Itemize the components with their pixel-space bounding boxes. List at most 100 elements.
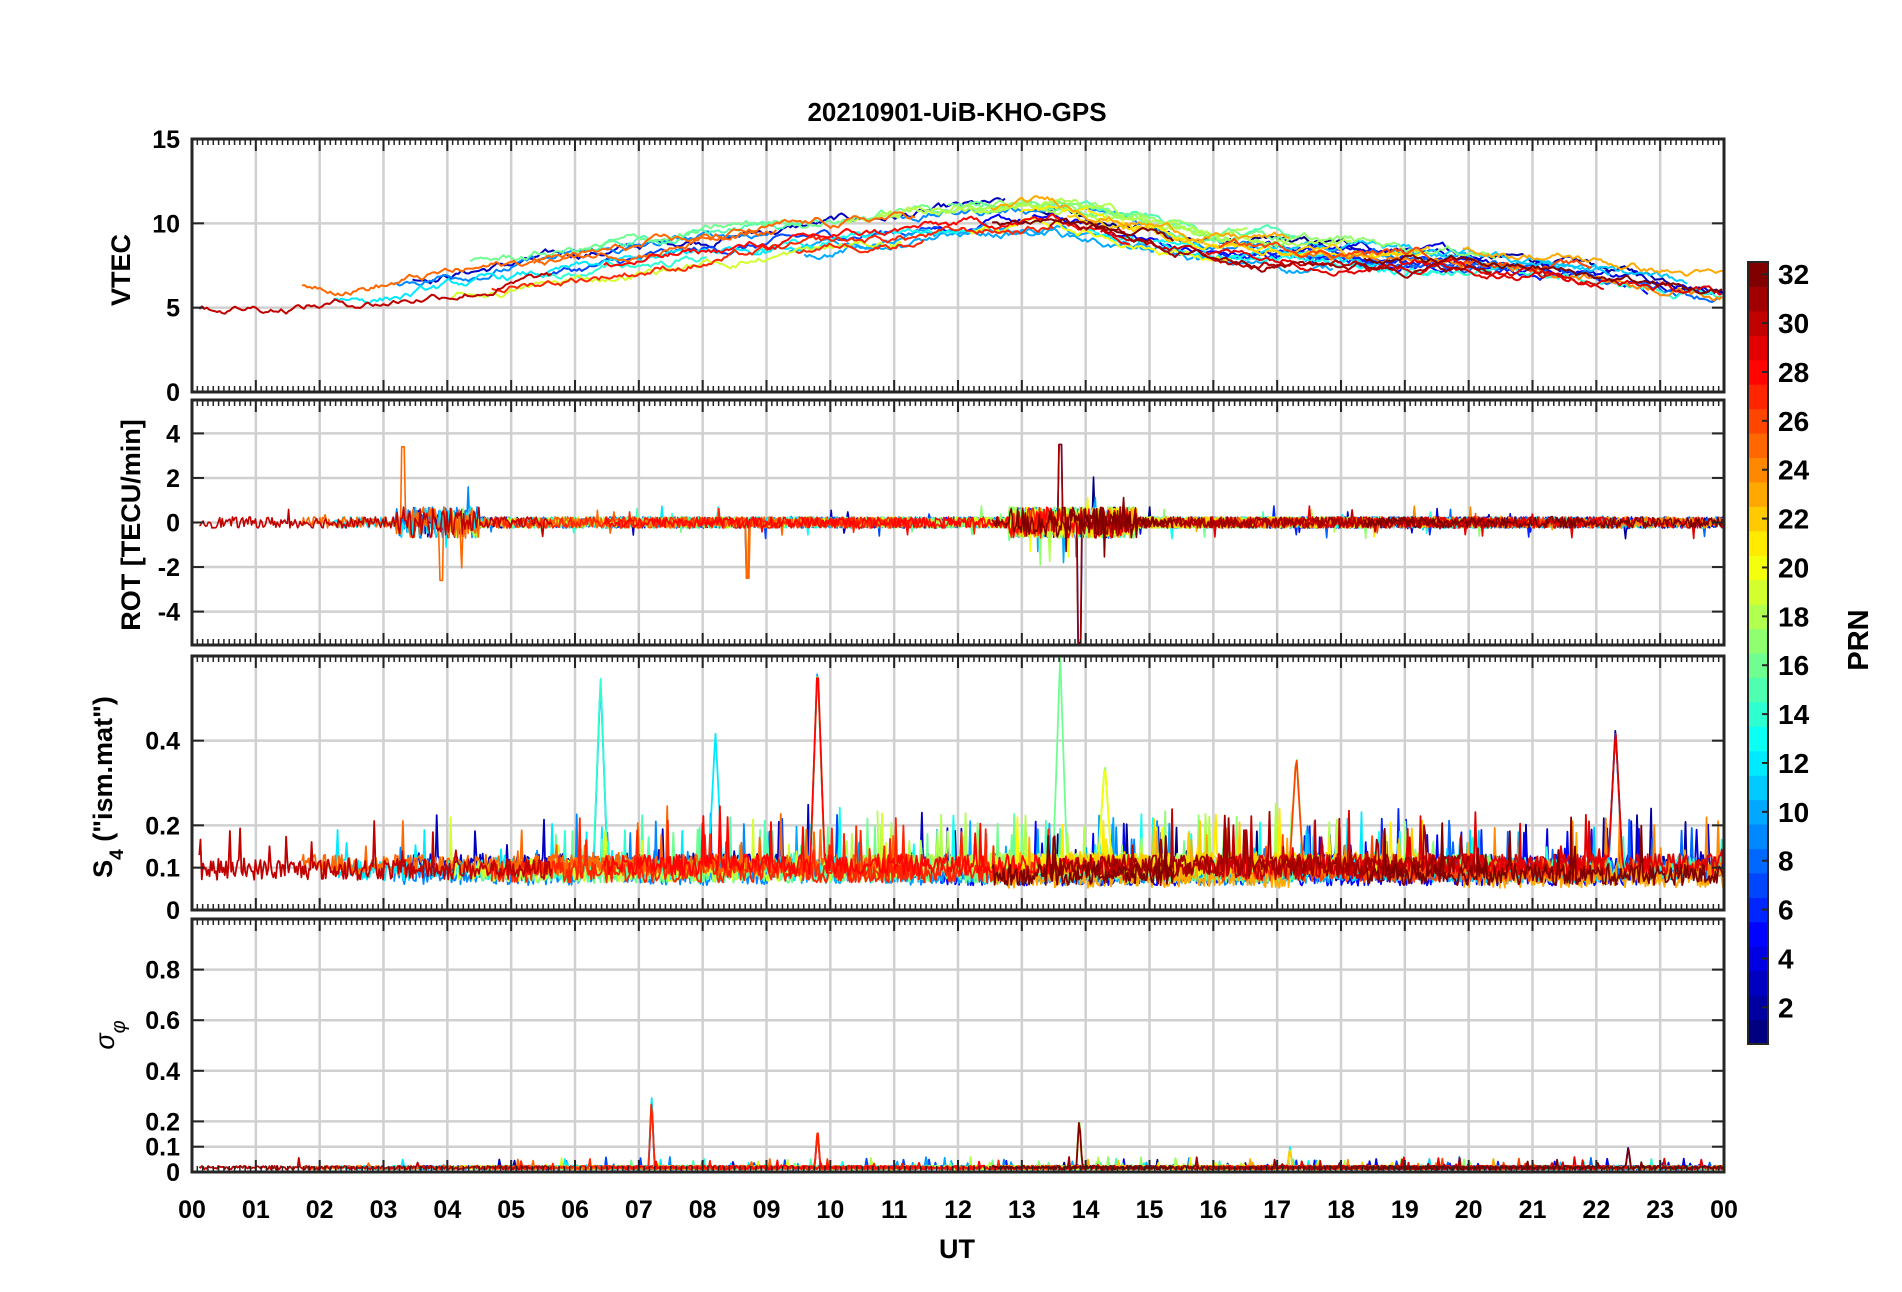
x-tick-label: 13 bbox=[1008, 1196, 1036, 1224]
panel-frame bbox=[190, 917, 1726, 1174]
x-tick-label: 00 bbox=[1710, 1196, 1738, 1224]
colorbar-band bbox=[1748, 335, 1768, 361]
colorbar-band bbox=[1748, 457, 1768, 483]
x-tick-label: 00 bbox=[178, 1196, 206, 1224]
vtec-trace-prn-30 bbox=[198, 272, 553, 315]
vtec-panel: 0 5 10 15 VTEC bbox=[106, 126, 1726, 407]
vtec-trace-prn-10 bbox=[803, 225, 1155, 261]
vtec-trace-prn-27 bbox=[491, 225, 1055, 294]
vtec-trace-prn-25 bbox=[532, 229, 777, 264]
colorbar-band bbox=[1748, 481, 1768, 507]
y-tick-label: 15 bbox=[152, 126, 180, 154]
y-tick-label: 5 bbox=[166, 295, 180, 323]
x-tick-label: 11 bbox=[881, 1196, 908, 1224]
rot-trace-prn-32 bbox=[991, 496, 1174, 558]
colorbar-band bbox=[1748, 872, 1768, 898]
y-tick-label: 0 bbox=[166, 510, 180, 538]
y-tick-label: 0.6 bbox=[145, 1007, 180, 1035]
colorbar-tick-label: 6 bbox=[1778, 895, 1794, 926]
y-tick-label: 0 bbox=[166, 1159, 180, 1187]
vtec-trace-prn-2 bbox=[1462, 253, 1725, 295]
vtec-trace-prn-27 bbox=[795, 239, 925, 254]
colorbar-band bbox=[1748, 506, 1768, 532]
vtec-ylabel: VTEC bbox=[106, 234, 136, 306]
y-tick-label: -4 bbox=[158, 599, 180, 627]
colorbar-band bbox=[1748, 775, 1768, 801]
sigma-phi-trace-prn-30 bbox=[198, 1157, 553, 1171]
vtec-traces bbox=[198, 195, 1725, 315]
colorbar-bands bbox=[1748, 262, 1768, 1045]
colorbar-band bbox=[1748, 1019, 1768, 1045]
s4-trace-prn-32 bbox=[1364, 816, 1724, 886]
x-tick-label: 03 bbox=[370, 1196, 398, 1224]
colorbar-tick-label: 22 bbox=[1778, 504, 1809, 535]
rot-ylabel: ROT [TECU/min] bbox=[116, 419, 146, 630]
colorbar-band bbox=[1748, 677, 1768, 703]
x-tick-label: 22 bbox=[1582, 1196, 1610, 1224]
vtec-trace-prn-32 bbox=[1363, 254, 1723, 295]
x-tick-label: 07 bbox=[625, 1196, 653, 1224]
colorbar-tick-label: 14 bbox=[1778, 699, 1810, 730]
vtec-trace-prn-31 bbox=[1049, 219, 1492, 279]
figure-title: 20210901-UiB-KHO-GPS bbox=[807, 97, 1106, 127]
y-tick-label: 10 bbox=[152, 210, 180, 238]
colorbar-band bbox=[1748, 995, 1768, 1021]
sigma-phi-axes: 00.10.2 0.4 0.6 0.8 bbox=[145, 917, 1726, 1187]
x-tick-label: 21 bbox=[1519, 1196, 1547, 1224]
x-tick-label: 08 bbox=[689, 1196, 717, 1224]
colorbar-tick-label: 16 bbox=[1778, 650, 1809, 681]
colorbar-band bbox=[1748, 555, 1768, 581]
colorbar-tick-label: 20 bbox=[1778, 552, 1809, 583]
colorbar-band bbox=[1748, 530, 1768, 556]
colorbar-band bbox=[1748, 897, 1768, 923]
y-tick-label: 0.4 bbox=[145, 1058, 180, 1086]
colorbar-band bbox=[1748, 579, 1768, 605]
colorbar-tick-label: 24 bbox=[1778, 455, 1810, 486]
x-tick-label: 06 bbox=[561, 1196, 589, 1224]
s4-trace-prn-32 bbox=[991, 835, 1175, 887]
colorbar-band bbox=[1748, 701, 1768, 727]
rot-traces bbox=[199, 443, 1725, 644]
vtec-trace-prn-26 bbox=[1218, 237, 1593, 273]
colorbar-band bbox=[1748, 799, 1768, 825]
s4-trace-prn-30 bbox=[198, 820, 553, 881]
colorbar-band bbox=[1748, 824, 1768, 849]
colorbar-band bbox=[1748, 726, 1768, 752]
vtec-trace-prn-20 bbox=[969, 216, 1231, 262]
colorbar-band bbox=[1748, 653, 1768, 678]
s4-traces bbox=[198, 657, 1725, 889]
y-tick-label: 0.2 bbox=[145, 812, 180, 840]
rot-axes: -4 -2 0 2 4 bbox=[158, 398, 1726, 647]
vtec-trace-prn-32 bbox=[991, 217, 1175, 242]
s4-trace-prn-29 bbox=[1205, 733, 1724, 876]
x-axis-label: UT bbox=[939, 1234, 975, 1264]
colorbar-frame bbox=[1747, 261, 1769, 1045]
colorbar-tick-label: 30 bbox=[1778, 308, 1809, 339]
vtec-trace-prn-15 bbox=[585, 218, 820, 252]
panel-frame bbox=[190, 398, 1726, 647]
colorbar-band bbox=[1748, 604, 1768, 630]
vtec-trace-prn-23 bbox=[990, 195, 1290, 243]
rot-panel: -4 -2 0 2 4 ROT [TECU/min] bbox=[116, 398, 1726, 647]
rot-trace-prn-32 bbox=[1363, 515, 1724, 529]
colorbar-band bbox=[1748, 433, 1768, 458]
vtec-trace-prn-18 bbox=[877, 197, 1248, 238]
x-tick-label: 05 bbox=[497, 1196, 525, 1224]
colorbar-band bbox=[1748, 848, 1768, 874]
colorbar-band bbox=[1748, 359, 1768, 385]
colorbar-tick-label: 2 bbox=[1778, 992, 1794, 1023]
y-tick-label: 0 bbox=[166, 379, 180, 407]
x-tick-label: 20 bbox=[1455, 1196, 1483, 1224]
colorbar-tick-label: 18 bbox=[1778, 601, 1809, 632]
colorbar-tick-label: 12 bbox=[1778, 748, 1809, 779]
x-tick-label: 17 bbox=[1263, 1196, 1291, 1224]
x-tick-label: 14 bbox=[1072, 1196, 1100, 1224]
y-tick-label: 0.8 bbox=[145, 957, 180, 985]
vtec-axes: 0 5 10 15 bbox=[152, 126, 1726, 407]
x-tick-label: 19 bbox=[1391, 1196, 1419, 1224]
colorbar-tick-label: 28 bbox=[1778, 357, 1809, 388]
vtec-trace-prn-23 bbox=[1462, 246, 1724, 277]
